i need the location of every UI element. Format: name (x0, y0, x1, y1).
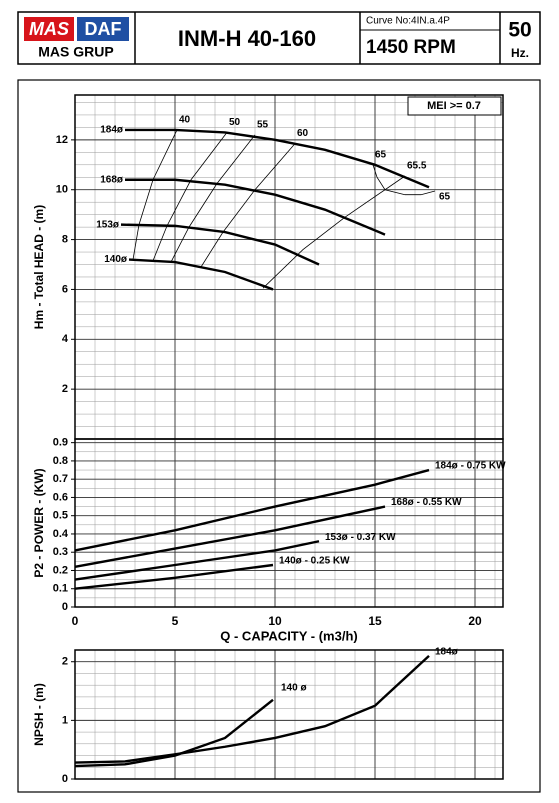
company: MAS GRUP (38, 44, 113, 60)
y-tick-label: 0.2 (53, 564, 68, 576)
annotation-box (407, 96, 502, 116)
y-tick-label: 10 (56, 184, 68, 196)
y-tick-label: 2 (62, 656, 68, 668)
curve-label: 168ø (100, 174, 124, 185)
curve-label: 184ø (100, 125, 124, 136)
frequency-unit: Hz. (511, 46, 529, 60)
efficiency-label: 50 (229, 117, 241, 128)
y-axis-title: P2 - POWER - (KW) (32, 468, 46, 577)
curve-label: 140ø (104, 254, 128, 265)
x-tick-label: 0 (72, 614, 79, 628)
efficiency-label: 60 (297, 128, 309, 139)
plot-frame (74, 438, 504, 608)
y-axis-title: Hm - Total HEAD - (m) (32, 205, 46, 329)
y-tick-label: 0.1 (53, 583, 68, 595)
efficiency-line (152, 132, 228, 261)
curve (74, 540, 320, 581)
efficiency-label: 55 (257, 120, 269, 131)
curve (74, 505, 386, 569)
y-tick-label: 12 (56, 134, 68, 146)
curve-label: 140ø - 0.25 KW (279, 556, 350, 567)
curve-label: 140 ø (281, 682, 307, 693)
x-tick-label: 15 (368, 614, 382, 628)
title: INM-H 40-160 (178, 26, 316, 51)
y-tick-label: 0.4 (53, 528, 69, 540)
y-tick-label: 0.8 (53, 455, 68, 467)
x-tick-label: 20 (468, 614, 482, 628)
efficiency-line (405, 190, 436, 196)
y-tick-label: 0.9 (53, 437, 68, 449)
curve-label: 184ø (435, 647, 459, 658)
efficiency-label: 65 (439, 192, 451, 203)
curve (74, 468, 430, 552)
logo-text: DAF (85, 19, 122, 39)
curve-label: 184ø - 0.75 KW (435, 461, 506, 472)
logo-red (24, 17, 74, 41)
y-tick-label: 0.5 (53, 510, 68, 522)
efficiency-line (262, 175, 406, 289)
sheet-frame (17, 79, 541, 793)
logo-text: MAS (29, 19, 69, 39)
curve (128, 258, 274, 291)
efficiency-line (132, 129, 178, 260)
curve-no: Curve No:4IN.a.4P (366, 16, 450, 27)
efficiency-line (372, 164, 406, 196)
y-tick-label: 8 (62, 233, 68, 245)
frequency: 50 (508, 19, 531, 42)
curve (120, 223, 320, 266)
y-tick-label: 0 (62, 601, 68, 613)
curve (125, 128, 430, 189)
header-frame (17, 11, 541, 65)
y-tick-label: 0 (62, 773, 68, 785)
efficiency-label: 65 (375, 149, 387, 160)
efficiency-label: 40 (179, 115, 191, 126)
curve (125, 178, 386, 236)
plot-frame (74, 649, 504, 780)
y-tick-label: 0.3 (53, 546, 68, 558)
curve (74, 698, 274, 768)
curve-label: 153ø - 0.37 KW (325, 532, 396, 543)
curve-label: 153ø (96, 219, 120, 230)
y-tick-label: 1 (62, 714, 68, 726)
annotation: MEI >= 0.7 (427, 100, 481, 112)
x-axis-title: Q - CAPACITY - (m3/h) (220, 628, 357, 643)
logo-blue (77, 17, 129, 41)
x-tick-label: 10 (268, 614, 282, 628)
y-tick-label: 2 (62, 383, 68, 395)
efficiency-label: 65.5 (407, 161, 427, 172)
curve (74, 654, 430, 764)
efficiency-line (200, 143, 296, 268)
curve (74, 563, 274, 590)
y-tick-label: 6 (62, 283, 68, 295)
y-tick-label: 0.6 (53, 491, 68, 503)
x-tick-label: 5 (172, 614, 179, 628)
curve-label: 168ø - 0.55 KW (391, 497, 462, 508)
plot-frame (74, 94, 504, 440)
y-axis-title: NPSH - (m) (32, 683, 46, 746)
y-tick-label: 0.7 (53, 473, 68, 485)
speed: 1450 RPM (366, 37, 456, 58)
efficiency-line (170, 134, 256, 263)
y-tick-label: 4 (62, 333, 69, 345)
